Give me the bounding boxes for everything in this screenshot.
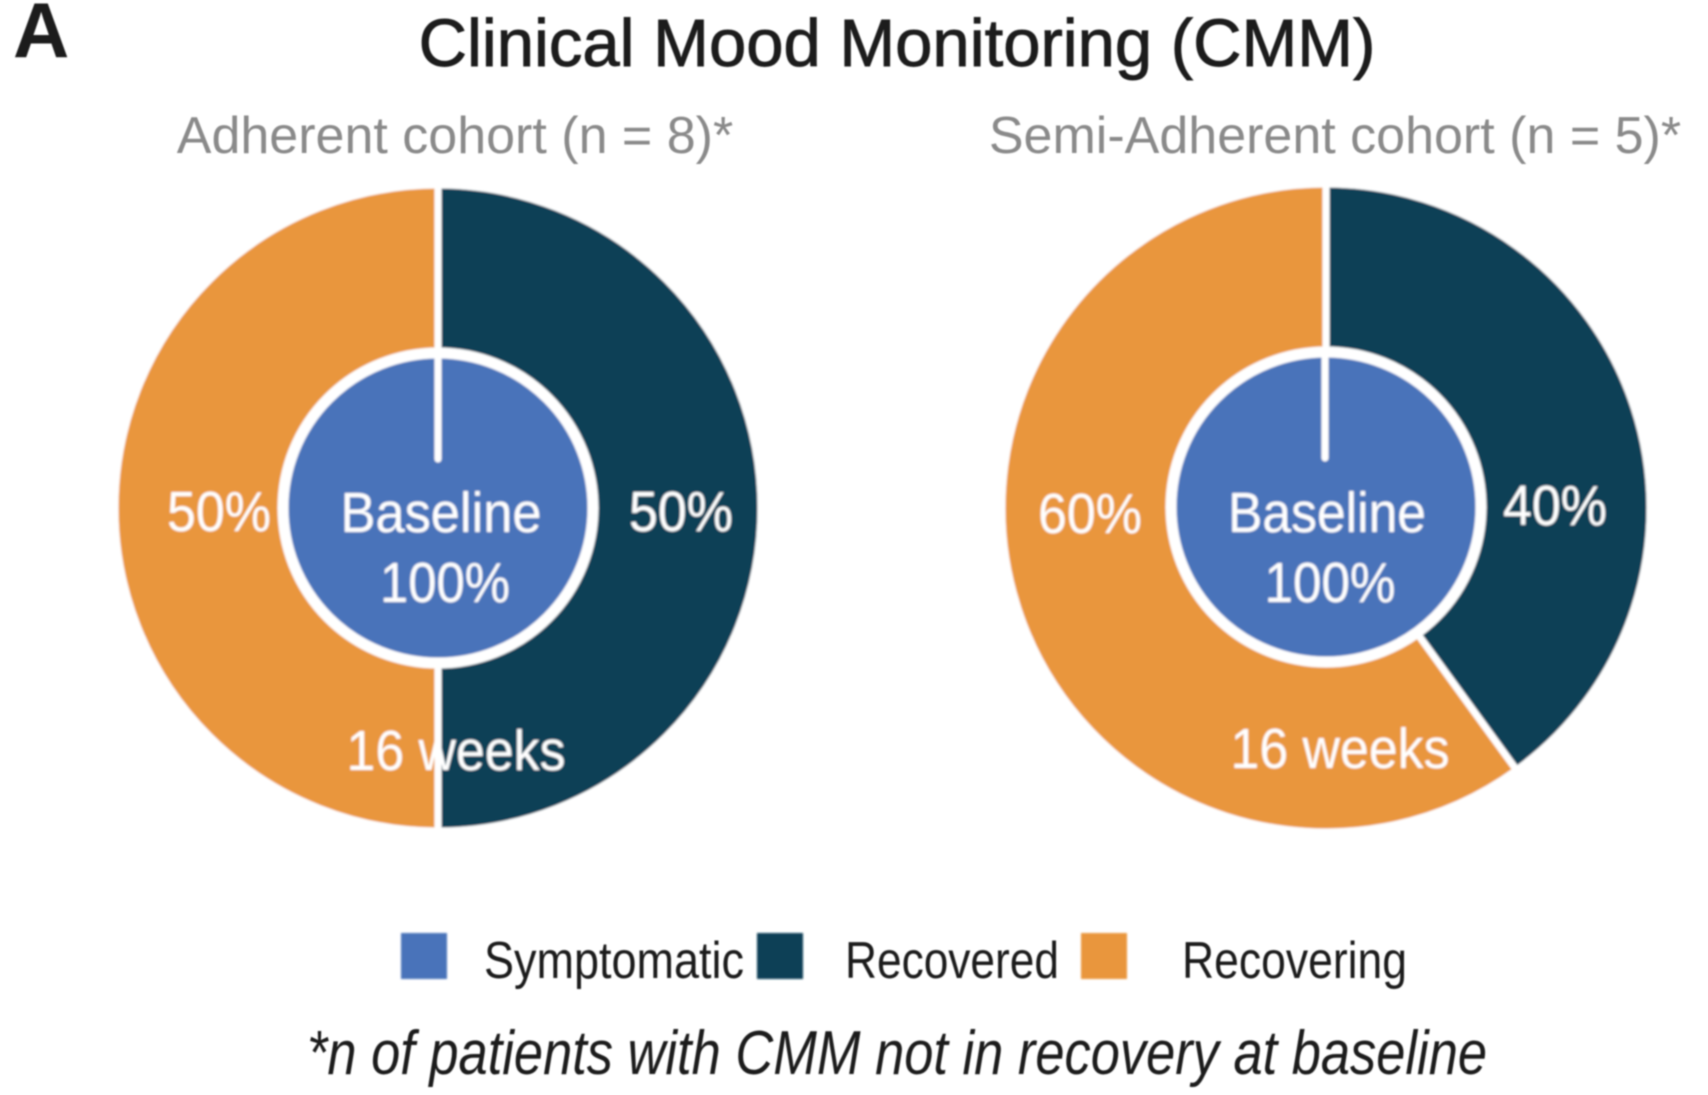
svg-text:Recovered: Recovered: [845, 932, 1059, 990]
svg-text:100%: 100%: [380, 551, 510, 615]
svg-text:*n of patients with CMM not in: *n of patients with CMM not in recovery …: [307, 1019, 1487, 1088]
svg-text:Recovering: Recovering: [1182, 932, 1407, 990]
svg-text:16 weeks: 16 weeks: [347, 719, 566, 783]
svg-text:50%: 50%: [167, 480, 271, 544]
svg-text:Symptomatic: Symptomatic: [484, 932, 744, 990]
svg-text:Adherent cohort (n = 8)*: Adherent cohort (n = 8)*: [177, 107, 733, 165]
svg-text:50%: 50%: [629, 480, 733, 544]
svg-text:16 weeks: 16 weeks: [1231, 717, 1450, 781]
svg-text:Semi-Adherent cohort (n = 5)*: Semi-Adherent cohort (n = 5)*: [989, 107, 1681, 165]
svg-text:Baseline: Baseline: [1228, 481, 1426, 545]
svg-text:A: A: [13, 0, 69, 74]
svg-text:Baseline: Baseline: [341, 481, 542, 545]
svg-text:Clinical Mood Monitoring (CMM): Clinical Mood Monitoring (CMM): [419, 6, 1376, 81]
svg-text:100%: 100%: [1265, 551, 1396, 615]
svg-text:40%: 40%: [1503, 474, 1607, 538]
svg-text:60%: 60%: [1038, 482, 1142, 546]
